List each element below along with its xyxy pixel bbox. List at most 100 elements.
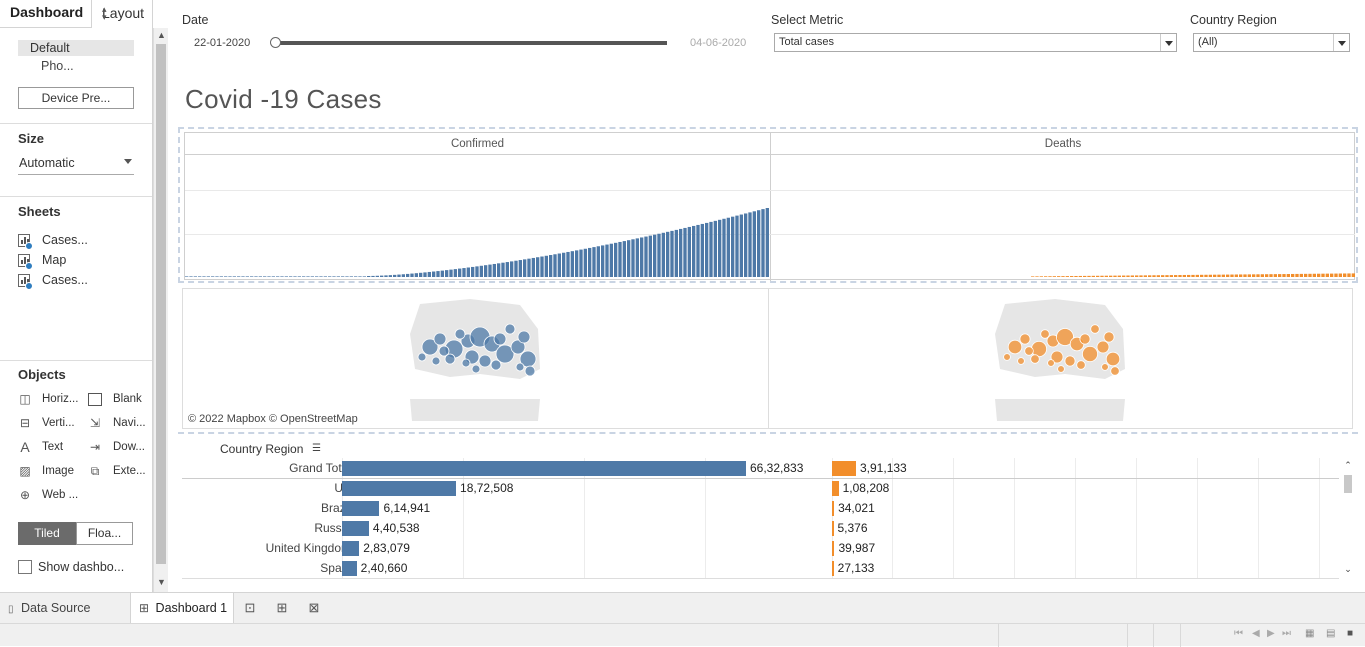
confirmed-bar: [423, 272, 427, 277]
confirmed-bar: [744, 213, 748, 277]
metric-dropdown[interactable]: Total cases: [774, 33, 1177, 52]
new-worksheet-icon[interactable]: ⊡: [244, 600, 256, 615]
deaths-bar: [1317, 273, 1321, 277]
country-table[interactable]: Grand Total66,32,8333,91,133US18,72,5081…: [182, 458, 1339, 579]
tab-dashboard-1[interactable]: ⊞ Dashboard 1: [130, 593, 234, 624]
confirmed-bar: [427, 271, 431, 277]
timeline-chart[interactable]: Confirmed Deaths: [184, 132, 1355, 281]
show-dashboard-label: Show dashbo...: [38, 560, 125, 574]
table-row[interactable]: Russia 4,40,538 5,376: [182, 518, 1339, 538]
deaths-bar: [1104, 275, 1108, 277]
table-row[interactable]: Grand Total 66,32,833 3,91,133: [182, 458, 1339, 478]
confirmed-bar: [323, 276, 327, 277]
deaths-bar[interactable]: [832, 561, 834, 576]
tiled-button[interactable]: Tiled: [18, 522, 76, 545]
scrollbar-thumb[interactable]: [1344, 475, 1352, 493]
tab-layout[interactable]: Layout ▴ ▾: [91, 0, 152, 28]
confirmed-bar: [206, 276, 210, 277]
timeline-bars[interactable]: [185, 155, 1355, 280]
last-sheet-icon[interactable]: ⏭: [1282, 628, 1291, 639]
new-dashboard-icon[interactable]: ⊞: [276, 600, 288, 615]
row-label: Russia: [314, 521, 351, 535]
deaths-bar[interactable]: [832, 501, 835, 516]
confirmed-bar: [354, 276, 358, 277]
map-bubble: [495, 344, 515, 364]
deaths-bar: [1078, 275, 1082, 277]
grid-line: [1075, 458, 1076, 578]
chevron-down-icon[interactable]: [1333, 34, 1349, 51]
confirmed-bar[interactable]: [342, 561, 357, 576]
first-sheet-icon[interactable]: ⏮: [1234, 628, 1243, 639]
deaths-bar: [1161, 275, 1165, 277]
dashboard-canvas: Date 22-01-2020 04-06-2020 Select Metric…: [168, 0, 1365, 592]
chevron-down-icon[interactable]: [1160, 34, 1176, 51]
maps-svg[interactable]: [183, 289, 1353, 428]
deaths-bar[interactable]: [832, 521, 834, 536]
country-region-header[interactable]: Country Region ☰: [220, 442, 321, 456]
deaths-bar: [1169, 275, 1173, 277]
confirmed-bar[interactable]: [342, 481, 457, 496]
confirmed-bar: [310, 276, 314, 277]
show-sheet-sorter-icon[interactable]: ▦: [1305, 628, 1315, 639]
left-pane-scrollbar[interactable]: ▲ ▼: [153, 28, 168, 592]
confirmed-bar: [579, 249, 583, 277]
table-row[interactable]: Spain 2,40,660 27,133: [182, 558, 1339, 578]
deaths-bar[interactable]: [832, 541, 835, 556]
deaths-bar: [1061, 276, 1065, 277]
date-slider[interactable]: [274, 41, 667, 45]
chevron-up-icon[interactable]: ▲: [157, 30, 166, 40]
deaths-bar[interactable]: [832, 481, 839, 496]
deaths-bar: [1135, 275, 1139, 277]
grid-line: [953, 458, 954, 578]
tab-data-source[interactable]: ▯ Data Source: [0, 593, 130, 624]
confirmed-bar: [696, 224, 700, 277]
chevron-down-icon[interactable]: ▼: [157, 577, 166, 587]
device-phone[interactable]: Pho...: [41, 59, 74, 73]
table-scrollbar[interactable]: ⌃ ⌄: [1341, 458, 1355, 579]
new-story-icon[interactable]: ⊠: [308, 600, 320, 615]
device-preview-button[interactable]: Device Pre...: [18, 87, 134, 109]
scrollbar-thumb[interactable]: [156, 44, 166, 564]
confirmed-bar: [588, 247, 592, 277]
date-slider-handle[interactable]: [270, 37, 281, 48]
deaths-bar: [1191, 274, 1195, 277]
confirmed-bar: [609, 243, 613, 277]
confirmed-bar[interactable]: [342, 501, 380, 516]
deaths-bar[interactable]: [832, 461, 856, 476]
map-credit[interactable]: © 2022 Mapbox © OpenStreetMap: [188, 413, 358, 425]
size-dropdown[interactable]: Automatic: [18, 155, 134, 175]
confirmed-value: 4,40,538: [372, 521, 420, 535]
prev-sheet-icon[interactable]: ◀: [1252, 628, 1260, 639]
confirmed-bar: [258, 276, 262, 277]
confirmed-bar: [765, 208, 769, 277]
chevron-down-icon[interactable]: ⌄: [1344, 564, 1352, 574]
map-bubble: [504, 323, 516, 335]
tab-dashboard[interactable]: Dashboard: [10, 4, 84, 20]
confirmed-bar[interactable]: [342, 521, 369, 536]
sort-icon[interactable]: ☰: [312, 443, 321, 454]
confirmed-bar[interactable]: [342, 461, 746, 476]
chevron-up-icon[interactable]: ⌃: [1344, 460, 1352, 470]
country-dropdown[interactable]: (All): [1193, 33, 1350, 52]
table-row[interactable]: United Kingdom 2,83,079 39,987: [182, 538, 1339, 558]
device-default[interactable]: Default: [18, 40, 134, 56]
deaths-bar: [1295, 273, 1299, 277]
confirmed-bar: [466, 267, 470, 277]
map-bubble: [1017, 357, 1025, 365]
checkbox-icon: [18, 560, 32, 574]
next-sheet-icon[interactable]: ▶: [1267, 628, 1275, 639]
left-pane: Dashboard Layout ▴ ▾ Default Pho... Devic…: [0, 0, 153, 592]
sheet-label: Map: [42, 253, 67, 267]
floating-button[interactable]: Floa...: [76, 522, 133, 545]
table-row[interactable]: Brazil 6,14,941 34,021: [182, 498, 1339, 518]
confirmed-bar: [670, 230, 674, 277]
confirmed-bar[interactable]: [342, 541, 360, 556]
deaths-bar: [1122, 275, 1126, 277]
confirmed-bar: [700, 223, 704, 277]
show-tabs-icon[interactable]: ■: [1347, 628, 1354, 639]
confirmed-value: 2,83,079: [363, 541, 410, 555]
image-icon: ▨: [19, 464, 31, 478]
show-filmstrip-icon[interactable]: ▤: [1326, 628, 1336, 639]
database-icon: ▯: [8, 604, 14, 615]
